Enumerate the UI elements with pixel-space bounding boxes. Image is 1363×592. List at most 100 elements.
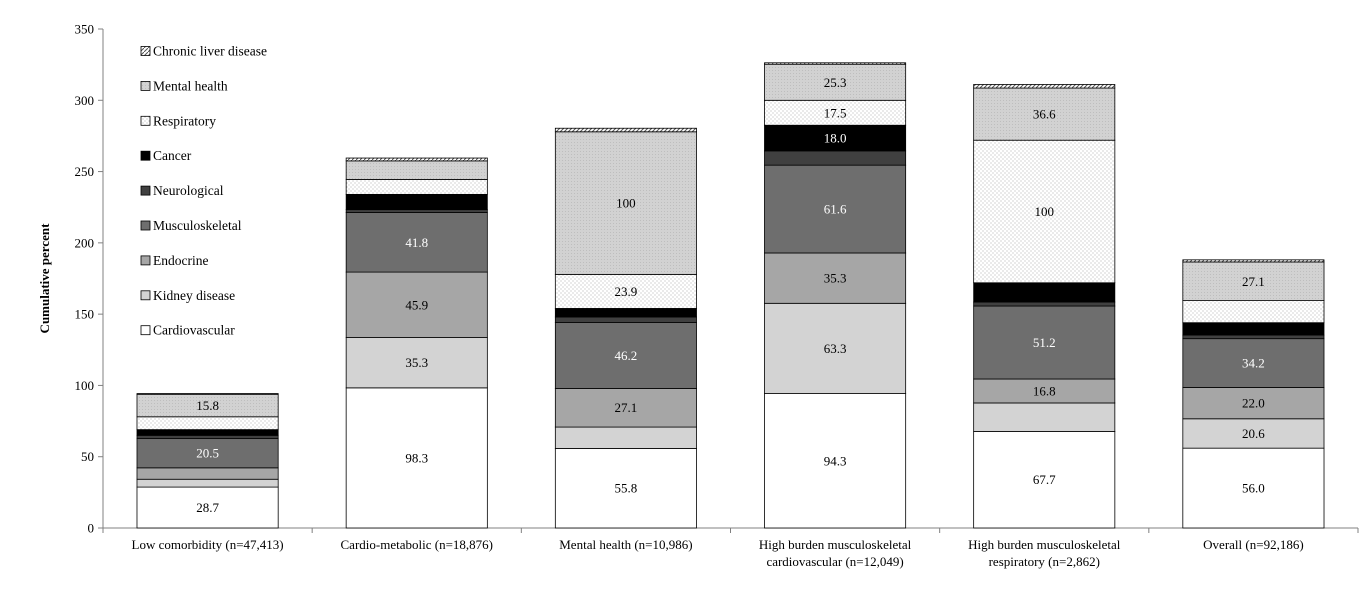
- legend-label: Chronic liver disease: [153, 44, 267, 59]
- bar-segment-neurological: [1182, 334, 1325, 340]
- bar-segment-chronic-liver-disease: [345, 157, 488, 162]
- y-tick-label: 250: [75, 164, 95, 179]
- legend-swatch: [140, 185, 151, 196]
- data-label: 25.3: [824, 75, 847, 90]
- x-category-label: Overall (n=92,186): [1203, 537, 1303, 552]
- legend-swatch: [140, 220, 151, 231]
- bar-segment-neurological: [973, 301, 1116, 307]
- y-tick-label: 100: [75, 378, 95, 393]
- bar-segment-neurological: [136, 434, 279, 440]
- bar-segment-respiratory: [1182, 300, 1325, 324]
- y-tick-label: 150: [75, 307, 95, 322]
- legend-label: Respiratory: [153, 113, 216, 128]
- legend-swatch: [140, 325, 151, 336]
- data-label: 100: [1035, 204, 1055, 219]
- bar-segment-mental-health: [973, 87, 1116, 141]
- legend-label: Cancer: [153, 148, 192, 163]
- data-label: 27.1: [1242, 274, 1265, 289]
- data-label: 34.2: [1242, 356, 1265, 371]
- data-label: 36.6: [1033, 107, 1056, 122]
- x-category-label: Low comorbidity (n=47,413): [132, 537, 284, 552]
- data-label: 17.5: [824, 105, 847, 120]
- bar-segment-endocrine: [136, 467, 279, 480]
- data-label: 94.3: [824, 453, 847, 468]
- bar-segment-neurological: [554, 316, 697, 323]
- bar-segment-cancer: [345, 193, 488, 211]
- data-label: 63.3: [824, 341, 847, 356]
- data-label: 56.0: [1242, 481, 1265, 496]
- legend-label: Neurological: [153, 183, 224, 198]
- x-category-label: High burden musculoskeletal: [968, 537, 1121, 552]
- bar-segment-neurological: [764, 150, 907, 166]
- bar-segment-respiratory: [136, 416, 279, 431]
- data-label: 18.0: [824, 131, 847, 146]
- data-label: 51.2: [1033, 335, 1056, 350]
- bar-segment-cardiovascular: [554, 448, 697, 529]
- bar-segment-musculoskeletal: [554, 322, 697, 389]
- bar-segment-musculoskeletal: [136, 438, 279, 469]
- data-label: 28.7: [196, 500, 219, 515]
- bar-segment-cardiovascular: [973, 431, 1116, 529]
- legend-swatch: [140, 115, 151, 126]
- bar-segment-respiratory: [764, 99, 907, 126]
- y-tick-label: 350: [75, 22, 95, 37]
- bar-segment-musculoskeletal: [345, 212, 488, 273]
- data-label: 45.9: [405, 297, 428, 312]
- data-label: 100: [616, 196, 636, 211]
- bar-segment-kidney-disease: [136, 478, 279, 488]
- data-label: 35.3: [405, 355, 428, 370]
- data-label: 61.6: [824, 202, 847, 217]
- bar-segment-kidney-disease: [1182, 418, 1325, 449]
- legend-swatch: [140, 150, 151, 161]
- legend-swatch: [140, 81, 151, 91]
- data-label: 46.2: [615, 348, 638, 363]
- legend-swatch: [140, 290, 151, 301]
- legend-label: Kidney disease: [153, 288, 235, 303]
- legend-swatch: [140, 46, 151, 56]
- y-tick-label: 50: [81, 449, 94, 464]
- bar-segment-cardiovascular: [136, 486, 279, 529]
- bar-segment-kidney-disease: [554, 426, 697, 449]
- bar-segment-musculoskeletal: [764, 164, 907, 254]
- data-label: 27.1: [615, 400, 638, 415]
- bar-segment-kidney-disease: [973, 402, 1116, 432]
- bar-segment-respiratory: [554, 273, 697, 309]
- data-label: 55.8: [615, 481, 638, 496]
- legend-label: Mental health: [153, 78, 228, 93]
- bar-segment-cancer: [973, 282, 1116, 303]
- bar-segment-cardiovascular: [1182, 447, 1325, 529]
- x-category-label: Cardio-metabolic (n=18,876): [341, 537, 493, 552]
- bar-segment-mental-health: [1182, 261, 1325, 301]
- bar-segment-musculoskeletal: [973, 305, 1116, 380]
- data-label: 22.0: [1242, 396, 1265, 411]
- bar-segment-chronic-liver-disease: [1182, 259, 1325, 263]
- bar-segment-chronic-liver-disease: [136, 393, 279, 395]
- bar-segment-chronic-liver-disease: [973, 84, 1116, 89]
- data-label: 23.9: [615, 284, 638, 299]
- bar-segment-endocrine: [345, 271, 488, 338]
- bar-segment-kidney-disease: [345, 337, 488, 389]
- x-category-label: cardiovascular (n=12,049): [766, 554, 903, 569]
- bar-segment-mental-health: [554, 131, 697, 275]
- bar-segment-neurological: [345, 209, 488, 213]
- x-category-label: High burden musculoskeletal: [759, 537, 912, 552]
- legend-swatch: [140, 255, 151, 266]
- bar-segment-cancer: [1182, 322, 1325, 336]
- bar-segment-respiratory: [973, 139, 1116, 284]
- legend-label: Cardiovascular: [153, 323, 235, 338]
- data-label: 16.8: [1033, 383, 1056, 398]
- x-category-label: Mental health (n=10,986): [559, 537, 692, 552]
- legend-label: Endocrine: [153, 253, 208, 268]
- bar-segment-endocrine: [764, 252, 907, 304]
- bar-segment-respiratory: [345, 179, 488, 195]
- legend-label: Musculoskeletal: [153, 218, 242, 233]
- data-label: 67.7: [1033, 472, 1056, 487]
- bar-segment-cardiovascular: [764, 393, 907, 529]
- data-label: 20.5: [196, 446, 219, 461]
- y-tick-label: 0: [88, 521, 95, 536]
- bar-segment-cancer: [136, 429, 279, 436]
- y-tick-label: 300: [75, 93, 95, 108]
- bar-segment-chronic-liver-disease: [554, 127, 697, 133]
- data-label: 15.8: [196, 398, 219, 413]
